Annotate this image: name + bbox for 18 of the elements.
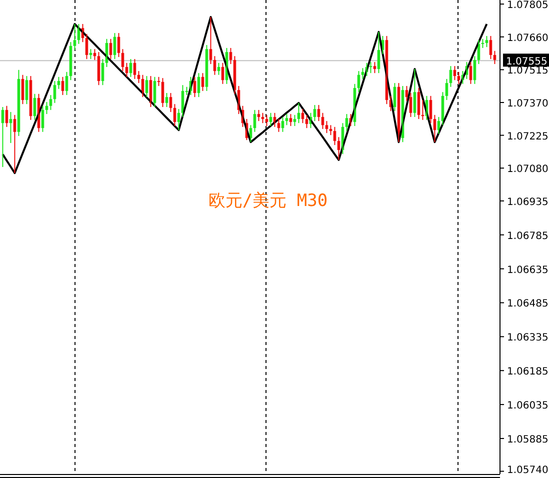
y-tick-label: 1.07080 [507,164,548,176]
y-tick-label: 1.06935 [507,196,548,208]
y-tick-label: 1.06785 [507,230,548,242]
y-tick-label: 1.06335 [507,332,548,344]
y-tick-label: 1.07515 [507,66,548,77]
y-tick-label: 1.06185 [507,366,548,378]
line-series [2,16,488,174]
y-tick-label: 1.06485 [507,298,548,310]
y-tick-label: 1.05885 [507,434,548,446]
text: 欧元/美元 M30 [208,191,328,211]
y-tick-label: 1.07370 [507,98,548,110]
y-tick-label: 1.07660 [507,32,548,44]
y-tick-label: 1.06635 [507,264,548,276]
y-tick-label: 1.07805 [507,0,548,12]
y-tick-label: 1.06035 [507,400,548,412]
y-tick-label: 1.05740 [507,465,548,476]
y-tick-label: 1.07225 [507,131,548,142]
ref-line-label: 1.07555 [506,56,548,68]
